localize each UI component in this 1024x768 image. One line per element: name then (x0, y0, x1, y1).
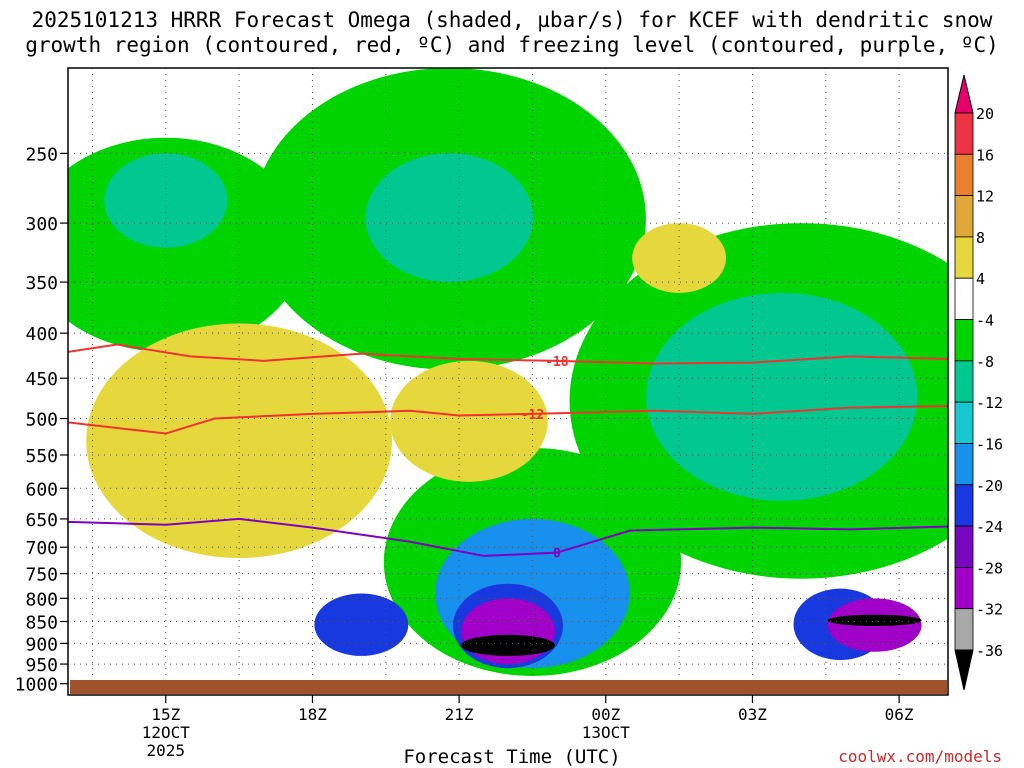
plot-frame (67, 67, 949, 696)
omega-shading (68, 68, 948, 676)
x-tick-label-18-0: 18Z (298, 705, 327, 724)
y-tick-label-450: 450 (25, 369, 58, 390)
colorbar-swatch-9 (954, 443, 974, 486)
x-axis-label: Forecast Time (UTC) (403, 746, 621, 768)
colorbar: 20 16 12 8 4 -4 -8 -12 -16 -20 -24 -28 -32 -36 (954, 74, 1003, 691)
colorbar-label-13: -36 (976, 642, 1003, 660)
colorbar-label-5: -4 (976, 312, 994, 330)
colorbar-label-0: 20 (976, 105, 994, 123)
x-tick-label-15-2: 2025 (147, 741, 186, 760)
pressure-axis: 2503003504004505005506006507007508008509… (15, 144, 68, 696)
colorbar-label-9: -20 (976, 477, 1003, 495)
chart-title-line-2: growth region (contoured, red, ºC) and f… (25, 33, 999, 57)
contour-label-0: 0 (553, 547, 561, 562)
contour-line--12 (68, 405, 948, 435)
colorbar-swatch-10 (954, 484, 974, 527)
colorbar-swatch-13 (954, 608, 974, 651)
y-tick-label-600: 600 (25, 479, 58, 500)
omega-region-5-0 (461, 634, 555, 656)
y-tick-label-550: 550 (25, 446, 58, 467)
y-tick-label-900: 900 (25, 634, 58, 655)
x-tick-label-30-0: 06Z (885, 705, 914, 724)
colorbar-top-arrow (954, 74, 974, 114)
colorbar-label-2: 12 (976, 188, 994, 206)
contour-line--18 (68, 343, 948, 365)
x-tick-label-27-0: 03Z (738, 705, 767, 724)
colorbar-swatch-1 (954, 112, 974, 155)
x-tick-label-21-0: 21Z (445, 705, 474, 724)
omega-region-6-1 (390, 360, 548, 482)
grid-lines (68, 68, 948, 695)
colorbar-swatch-2 (954, 153, 974, 197)
omega-region-6-2 (632, 223, 727, 293)
contour-label--18: -18 (545, 355, 569, 370)
colorbar-swatch-12 (954, 566, 974, 610)
omega-region-1-1 (365, 153, 534, 283)
colorbar-label-6: -8 (976, 353, 994, 371)
colorbar-swatch-3 (954, 195, 974, 238)
y-tick-label-400: 400 (25, 324, 58, 345)
colorbar-label-11: -28 (976, 559, 1003, 577)
colorbar-swatch-6 (954, 319, 974, 362)
colorbar-label-8: -16 (976, 435, 1003, 453)
colorbar-label-12: -32 (976, 601, 1003, 619)
omega-region-1-2 (646, 292, 918, 501)
source-credit: coolwx.com/models (838, 747, 1002, 766)
y-tick-label-700: 700 (25, 538, 58, 559)
omega-region-3-0 (314, 593, 409, 656)
x-tick-label-15-1: 12OCT (142, 723, 191, 742)
colorbar-label-1: 16 (976, 146, 994, 164)
y-tick-label-500: 500 (25, 410, 58, 431)
y-tick-label-650: 650 (25, 510, 58, 531)
colorbar-label-10: -24 (976, 518, 1003, 536)
y-tick-label-750: 750 (25, 565, 58, 586)
x-tick-label-15-0: 15Z (151, 705, 180, 724)
contour-label--12: -12 (521, 408, 544, 423)
omega-region-5-1 (827, 614, 922, 626)
colorbar-bottom-arrow (954, 649, 974, 691)
chart-title-line-1: 2025101213 HRRR Forecast Omega (shaded, … (31, 8, 993, 32)
colorbar-swatch-7 (954, 360, 974, 403)
colorbar-label-3: 8 (976, 229, 985, 247)
colorbar-label-7: -12 (976, 394, 1003, 412)
colorbar-swatch-8 (954, 401, 974, 444)
y-tick-label-300: 300 (25, 214, 58, 235)
contour-line-0 (68, 517, 948, 557)
y-tick-label-950: 950 (25, 655, 58, 676)
y-tick-label-350: 350 (25, 273, 58, 294)
terrain-ground (70, 680, 947, 694)
y-tick-label-1000: 1000 (15, 675, 58, 696)
x-tick-label-24-0: 00Z (591, 705, 620, 724)
y-tick-label-850: 850 (25, 613, 58, 634)
colorbar-swatch-4 (954, 236, 974, 279)
colorbar-swatch-11 (954, 525, 974, 568)
x-tick-label-24-1: 13OCT (582, 723, 631, 742)
colorbar-label-4: 4 (976, 270, 985, 288)
colorbar-swatch-5 (954, 277, 974, 320)
temperature-contours: -18 -12 0 (68, 343, 948, 562)
y-tick-label-250: 250 (25, 144, 58, 165)
y-tick-label-800: 800 (25, 589, 58, 610)
